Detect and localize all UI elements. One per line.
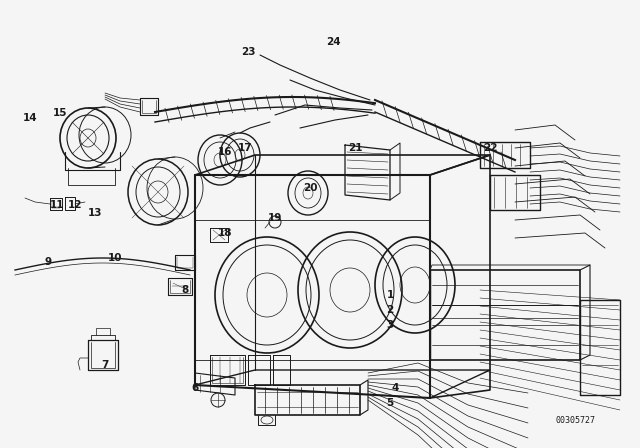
Text: 16: 16 [218, 147, 232, 157]
Text: 14: 14 [22, 113, 37, 123]
Text: 10: 10 [108, 253, 122, 263]
Text: 7: 7 [101, 360, 109, 370]
Text: 13: 13 [88, 208, 102, 218]
Text: 21: 21 [348, 143, 362, 153]
Text: 12: 12 [68, 200, 83, 210]
Text: 2: 2 [387, 305, 394, 315]
Text: 20: 20 [303, 183, 317, 193]
Text: 4: 4 [391, 383, 399, 393]
Text: 3: 3 [387, 320, 394, 330]
Text: 18: 18 [218, 228, 232, 238]
Text: 23: 23 [241, 47, 255, 57]
Text: 19: 19 [268, 213, 282, 223]
Text: 1: 1 [387, 290, 394, 300]
Text: 22: 22 [483, 143, 497, 153]
Text: 6: 6 [191, 383, 198, 393]
Text: 11: 11 [50, 200, 64, 210]
Text: 15: 15 [52, 108, 67, 118]
Text: 5: 5 [387, 398, 394, 408]
Text: 00305727: 00305727 [555, 415, 595, 425]
Text: 8: 8 [181, 285, 189, 295]
Text: 17: 17 [237, 143, 252, 153]
Text: 9: 9 [44, 257, 52, 267]
Text: 24: 24 [326, 37, 340, 47]
